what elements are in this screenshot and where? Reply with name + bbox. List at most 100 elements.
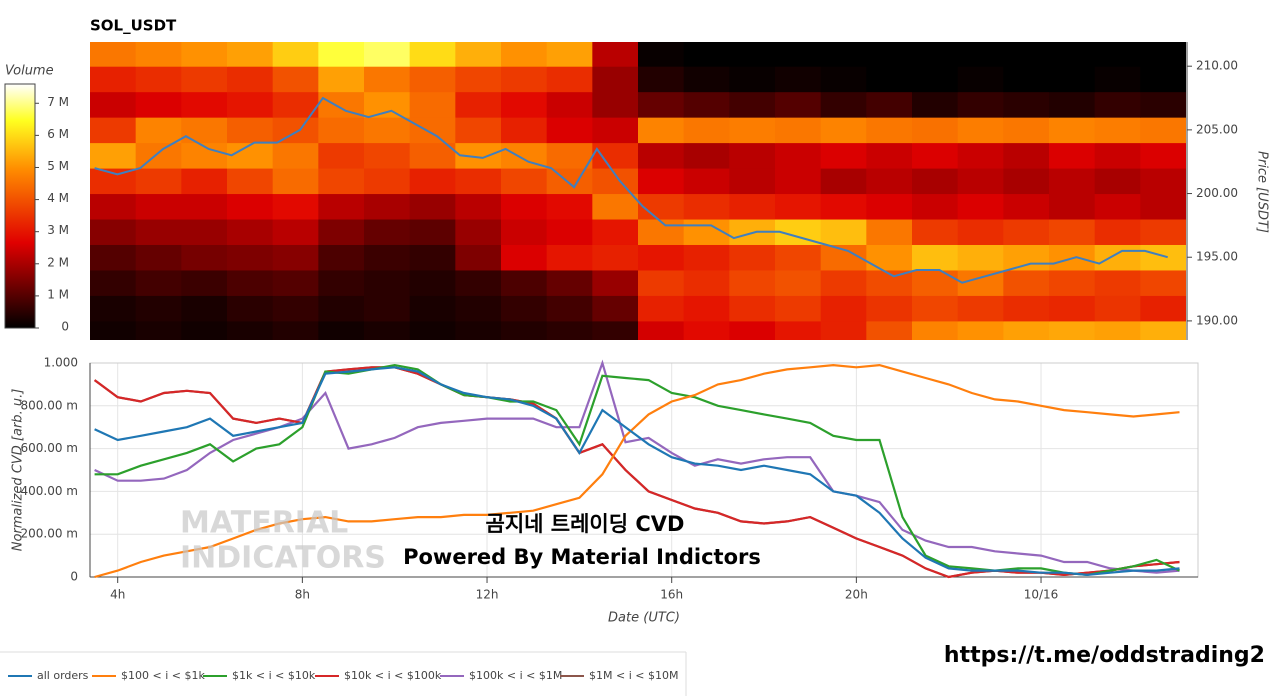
y2-tick-label: 205.00 xyxy=(1196,122,1238,136)
heatmap-cell xyxy=(775,244,822,271)
heatmap-cell xyxy=(227,66,274,93)
heatmap-cell xyxy=(592,91,639,118)
colorbar-tick-label: 3 M xyxy=(47,223,69,237)
colorbar-tick-label: 4 M xyxy=(47,191,69,205)
heatmap-cell xyxy=(1094,193,1141,220)
heatmap-cell xyxy=(592,269,639,296)
y2-tick-label: 195.00 xyxy=(1196,250,1238,264)
heatmap-cell xyxy=(820,295,867,322)
heatmap-cell xyxy=(501,91,548,118)
heatmap-cell xyxy=(1140,168,1186,195)
heatmap-cell xyxy=(1140,269,1186,296)
heatmap-cell xyxy=(638,193,685,220)
heatmap-cell xyxy=(409,142,456,169)
heatmap-cell xyxy=(546,42,593,67)
heatmap-cell xyxy=(1140,219,1186,245)
cvd-line xyxy=(94,366,1180,577)
heatmap-cell xyxy=(957,320,1004,340)
colorbar-tick-label: 0 xyxy=(61,320,69,334)
heatmap-cell xyxy=(272,295,319,322)
heatmap-cell xyxy=(866,117,913,144)
heatmap-cell xyxy=(1094,117,1141,144)
heatmap-cell xyxy=(227,244,274,271)
heatmap-cell xyxy=(866,244,913,271)
heatmap-cell xyxy=(912,193,959,220)
y-tick-label: 600.00 m xyxy=(21,441,79,455)
heatmap-cell xyxy=(820,193,867,220)
heatmap-cell xyxy=(638,91,685,118)
heatmap-cell xyxy=(1003,219,1050,245)
heatmap-cell xyxy=(546,66,593,93)
heatmap-cell xyxy=(364,91,411,118)
heatmap-cell xyxy=(227,269,274,296)
heatmap-cell xyxy=(409,244,456,271)
heatmap-cell xyxy=(501,66,548,93)
heatmap-cell xyxy=(1140,142,1186,169)
heatmap-cell xyxy=(592,193,639,220)
heatmap-cell xyxy=(683,42,730,67)
heatmap-cell xyxy=(364,219,411,245)
heatmap-cell xyxy=(683,66,730,93)
heatmap-cell xyxy=(135,168,182,195)
colorbar xyxy=(4,83,36,329)
heatmap-cell xyxy=(1003,91,1050,118)
heatmap-cell xyxy=(409,219,456,245)
heatmap-cell xyxy=(455,168,502,195)
y2-axis-title: Price [USDT] xyxy=(1255,151,1270,233)
heatmap-cell xyxy=(135,295,182,322)
x-axis-title: Date (UTC) xyxy=(608,611,680,626)
heatmap-cell xyxy=(866,142,913,169)
heatmap-cell xyxy=(1003,66,1050,93)
x-tick-label: 8h xyxy=(295,588,310,602)
legend-label: $100 < i < $1k xyxy=(121,669,205,682)
legend-label: all orders xyxy=(37,669,89,682)
heatmap-cell xyxy=(546,142,593,169)
heatmap-cell xyxy=(272,320,319,340)
heatmap-cell xyxy=(866,193,913,220)
heatmap-cell xyxy=(957,168,1004,195)
heatmap-cell xyxy=(318,117,365,144)
heatmap-cell xyxy=(912,168,959,195)
heatmap-cell xyxy=(1049,66,1096,93)
heatmap-cell xyxy=(318,142,365,169)
price-line xyxy=(94,96,1168,284)
heatmap-cell xyxy=(409,42,456,67)
heatmap-cell xyxy=(135,219,182,245)
heatmap-cell xyxy=(683,168,730,195)
heatmap-cell xyxy=(866,295,913,322)
heatmap-cell xyxy=(638,295,685,322)
heatmap-cell xyxy=(135,269,182,296)
legend-label: $10k < i < $100k xyxy=(344,669,442,682)
heatmap-cell xyxy=(455,320,502,340)
heatmap-cell xyxy=(181,320,228,340)
heatmap-cell xyxy=(181,219,228,245)
heatmap-cell xyxy=(775,295,822,322)
x-tick-label: 16h xyxy=(660,588,683,602)
heatmap-cell xyxy=(181,269,228,296)
heatmap-cell xyxy=(364,142,411,169)
heatmap-cell xyxy=(272,269,319,296)
heatmap-cell xyxy=(318,168,365,195)
legend-label: $1M < i < $10M xyxy=(589,669,678,682)
heatmap-cell xyxy=(455,66,502,93)
heatmap-cell xyxy=(135,193,182,220)
heatmap-cell xyxy=(364,320,411,340)
heatmap-cell xyxy=(866,320,913,340)
heatmap-cell xyxy=(546,117,593,144)
heatmap-cell xyxy=(227,42,274,67)
heatmap-cell xyxy=(546,244,593,271)
heatmap-cell xyxy=(181,193,228,220)
heatmap-cell xyxy=(501,320,548,340)
heatmap-cell xyxy=(729,66,776,93)
heatmap-cell xyxy=(455,42,502,67)
heatmap-cell xyxy=(364,295,411,322)
heatmap-cell xyxy=(1049,320,1096,340)
heatmap-cell xyxy=(318,219,365,245)
heatmap-cell xyxy=(409,295,456,322)
heatmap-cell xyxy=(272,117,319,144)
heatmap-cell xyxy=(501,269,548,296)
heatmap-cell xyxy=(729,193,776,220)
x-tick-label: 10/16 xyxy=(1024,588,1059,602)
heatmap-cell xyxy=(775,269,822,296)
